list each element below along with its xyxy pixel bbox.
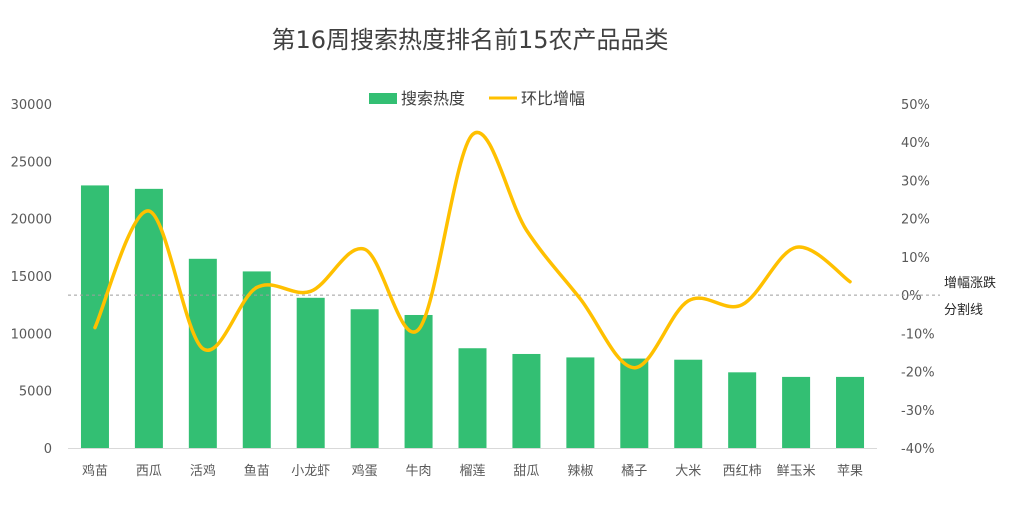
left-tick-label: 20000 <box>11 213 52 228</box>
bar <box>458 348 487 448</box>
left-tick-label: 15000 <box>11 270 52 285</box>
bar <box>296 297 325 448</box>
bar-series <box>68 185 877 449</box>
bar <box>404 314 433 448</box>
category-label: 鸡蛋 <box>352 463 378 479</box>
category-label: 大米 <box>675 464 701 479</box>
right-tick-label: -30% <box>901 404 935 419</box>
category-label: 鱼苗 <box>244 463 270 479</box>
bar <box>620 358 649 448</box>
reference-line-label-2: 分割线 <box>944 302 983 318</box>
bar <box>134 188 163 448</box>
right-tick-label: -10% <box>901 327 935 342</box>
legend-line-label: 环比增幅 <box>521 89 585 108</box>
category-label: 苹果 <box>837 464 863 479</box>
bar <box>728 372 757 448</box>
right-tick-label: 30% <box>901 174 930 189</box>
category-label: 甜瓜 <box>513 463 539 479</box>
right-tick-label: -40% <box>901 442 935 457</box>
category-label: 鲜玉米 <box>777 464 816 479</box>
right-tick-label: 10% <box>901 251 930 266</box>
category-labels: 鸡苗 西瓜 活鸡 鱼苗 小龙虾 鸡蛋 牛肉 榴莲 甜瓜 辣椒 橘子 大米 西红柿 鲜玉米 苹果 <box>82 463 863 479</box>
line-series <box>93 130 852 370</box>
category-label: 西红柿 <box>723 463 762 479</box>
right-tick-label: 40% <box>901 136 930 151</box>
bar <box>566 357 595 448</box>
right-tick-label: 50% <box>901 98 930 113</box>
bar <box>188 258 217 448</box>
chart-title: 第16周搜索热度排名前15农产品品类 <box>271 26 668 54</box>
right-axis-ticks: -40% -30% -20% -10% 0% 10% 20% 30% 40% 50% <box>901 98 935 457</box>
legend-bar-label: 搜索热度 <box>401 89 465 108</box>
bar <box>350 309 379 448</box>
left-tick-label: 5000 <box>19 385 52 400</box>
legend-bar-swatch <box>369 93 397 104</box>
bar <box>674 359 703 448</box>
left-tick-label: 10000 <box>11 327 52 342</box>
right-tick-label: 20% <box>901 213 930 228</box>
bar <box>512 353 541 448</box>
left-tick-label: 25000 <box>11 155 52 170</box>
bar <box>836 376 865 448</box>
bar <box>782 376 811 448</box>
left-tick-label: 0 <box>44 442 52 457</box>
legend: 搜索热度 环比增幅 <box>369 89 585 108</box>
right-tick-label: -20% <box>901 366 935 381</box>
right-tick-label: 0% <box>901 289 922 304</box>
category-label: 活鸡 <box>190 463 216 479</box>
bar <box>80 185 109 448</box>
left-axis-ticks: 0 5000 10000 15000 20000 25000 30000 <box>11 98 52 457</box>
left-tick-label: 30000 <box>11 98 52 113</box>
category-label: 小龙虾 <box>291 464 330 479</box>
category-label: 西瓜 <box>136 464 162 479</box>
category-label: 牛肉 <box>406 464 432 479</box>
category-label: 辣椒 <box>567 464 593 479</box>
category-label: 橘子 <box>621 463 647 479</box>
category-label: 榴莲 <box>459 464 485 479</box>
bar <box>242 271 271 448</box>
category-label: 鸡苗 <box>82 463 108 479</box>
reference-line-label-1: 增幅涨跌 <box>944 275 996 291</box>
